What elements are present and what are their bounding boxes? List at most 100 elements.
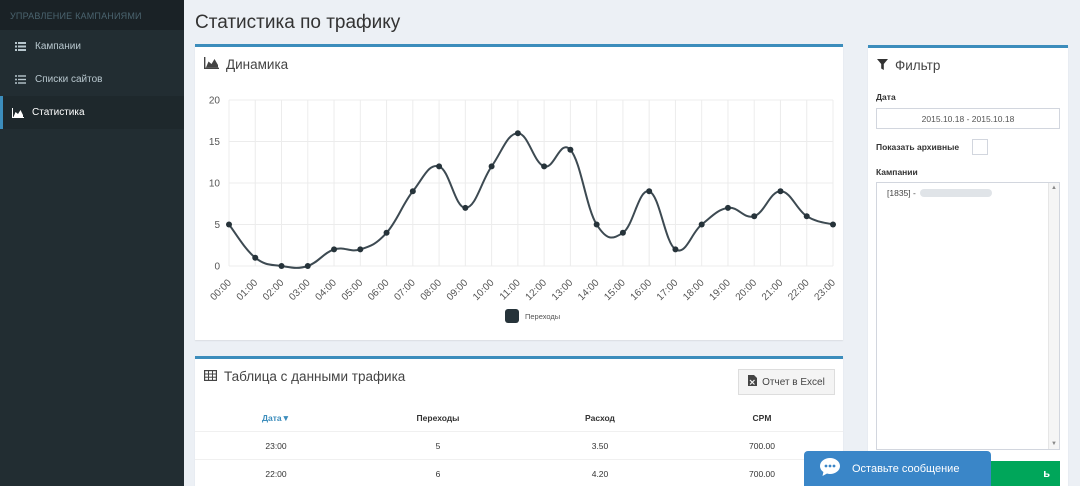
x-tick-label: 19:00 (707, 277, 733, 303)
chart-legend[interactable]: Переходы (505, 309, 560, 323)
table-row: 22:00 6 4.20 700.00 (195, 459, 843, 486)
list-icon (15, 41, 27, 52)
y-tick-label: 10 (209, 179, 221, 190)
data-point (252, 254, 259, 261)
x-tick-label: 22:00 (786, 277, 812, 303)
sidebar-item-campaigns[interactable]: Кампании (0, 30, 184, 63)
x-tick-label: 11:00 (498, 277, 523, 302)
scroll-down-icon[interactable]: ▼ (1051, 441, 1057, 447)
sidebar-item-label: Статистика (32, 107, 85, 118)
x-tick-label: 03:00 (287, 277, 313, 303)
chat-label: Оставьте сообщение (852, 462, 960, 475)
main-content: Статистика по трафику Динамика 0 5 10 15 20 0… (184, 0, 1080, 486)
legend-label: Переходы (525, 311, 561, 321)
table-header-row: Дата▼ Переходы Расход CPM (195, 405, 843, 431)
campaigns-scrollbar[interactable]: ▲ ▼ (1048, 183, 1059, 449)
x-tick-label: 15:00 (602, 277, 628, 303)
table-cell: 3.50 (591, 440, 609, 451)
data-point (777, 188, 784, 195)
x-tick-label: 21:00 (760, 277, 786, 303)
x-tick-label: 01:00 (235, 277, 261, 303)
sidebar-item-label: Кампании (35, 41, 81, 52)
x-tick-label: 07:00 (392, 277, 418, 303)
data-point (619, 229, 626, 236)
campaign-option-label: [1835] - (887, 188, 916, 198)
campaigns-label: Кампании (876, 167, 918, 177)
filter-box-title: Фильтр (877, 58, 940, 73)
column-header-clicks[interactable]: Переходы (416, 413, 460, 423)
legend-swatch (505, 309, 519, 323)
data-point (488, 163, 495, 170)
data-point (409, 188, 416, 195)
x-tick-label: 05:00 (340, 277, 366, 303)
campaign-option[interactable]: [1835] - (887, 188, 992, 198)
x-tick-label: 12:00 (524, 277, 550, 303)
table-title: Таблица с данными трафика (224, 369, 406, 384)
y-tick-label: 5 (214, 220, 220, 231)
data-point (357, 246, 364, 253)
chat-widget-button[interactable]: Оставьте сообщение (804, 451, 991, 486)
chart-title: Динамика (226, 57, 289, 72)
x-tick-label: 04:00 (314, 277, 340, 303)
show-archive-checkbox[interactable] (972, 139, 988, 155)
data-point (724, 204, 731, 211)
data-point (646, 188, 653, 195)
x-tick-label: 02:00 (261, 277, 287, 303)
sort-date-link[interactable]: Дата▼ (261, 413, 291, 423)
x-tick-label: 13:00 (550, 277, 576, 303)
x-tick-label: 00:00 (208, 277, 234, 303)
data-point (462, 204, 469, 211)
sidebar-header: УПРАВЛЕНИЕ КАМПАНИЯМИ (0, 0, 184, 30)
data-point (383, 229, 390, 236)
data-point (698, 221, 705, 228)
column-header-spend[interactable]: Расход (585, 413, 615, 423)
x-tick-label: 16:00 (629, 277, 655, 303)
x-tick-label: 14:00 (576, 277, 602, 303)
data-point (514, 130, 521, 137)
redacted-campaign-name (919, 189, 992, 197)
table-cell: 6 (435, 468, 441, 479)
chat-bubble-icon (819, 457, 841, 480)
scroll-up-icon[interactable]: ▲ (1051, 185, 1057, 191)
line-chart: 0 5 10 15 20 00:00 01:00 02:00 03:00 04:00 05:00 06… (208, 96, 838, 303)
x-tick-label: 10:00 (471, 277, 497, 303)
column-header-date[interactable]: Дата▼ (195, 413, 357, 423)
table-row: 23:00 5 3.50 700.00 (195, 431, 843, 459)
page-title: Статистика по трафику (195, 12, 401, 33)
data-point (751, 213, 758, 220)
export-excel-label: Отчет в Excel (762, 376, 825, 388)
data-point (567, 146, 574, 153)
x-tick-label: 20:00 (734, 277, 760, 303)
date-range-input[interactable]: 2015.10.18 - 2015.10.18 (876, 108, 1060, 129)
list-ul-icon (15, 74, 27, 85)
data-point (436, 163, 443, 170)
traffic-table: Дата▼ Переходы Расход CPM 23:00 5 3.50 7… (195, 405, 843, 486)
sidebar: УПРАВЛЕНИЕ КАМПАНИЯМИ Кампании Списки са… (0, 0, 184, 486)
x-tick-label: 08:00 (419, 277, 445, 303)
table-cell: 22:00 (265, 468, 287, 479)
x-tick-label: 17:00 (655, 277, 681, 303)
x-tick-label: 06:00 (366, 277, 392, 303)
traffic-table-box: Таблица с данными трафика Отчет в Excel … (195, 356, 843, 486)
file-excel-icon (748, 375, 758, 389)
data-point (672, 246, 679, 253)
area-chart-icon (204, 57, 219, 72)
sidebar-item-statistics[interactable]: Статистика (0, 96, 184, 129)
y-tick-label: 15 (209, 137, 221, 148)
y-tick-label: 20 (209, 96, 221, 107)
sidebar-item-site-lists[interactable]: Списки сайтов (0, 63, 184, 96)
data-point (593, 221, 600, 228)
table-cell: 700.00 (749, 440, 775, 451)
data-point (803, 213, 810, 220)
series-line-clicks (228, 132, 834, 269)
export-excel-button[interactable]: Отчет в Excel (738, 369, 835, 395)
x-tick-label: 09:00 (445, 277, 471, 303)
table-icon (204, 369, 218, 384)
column-header-cpm[interactable]: CPM (752, 413, 772, 423)
table-cell: 4.20 (591, 468, 609, 479)
date-label: Дата (876, 92, 896, 102)
campaigns-select[interactable]: [1835] - ▲ ▼ (876, 182, 1060, 450)
table-cell: 5 (435, 440, 441, 451)
data-point (331, 246, 338, 253)
x-tick-label: 18:00 (681, 277, 707, 303)
